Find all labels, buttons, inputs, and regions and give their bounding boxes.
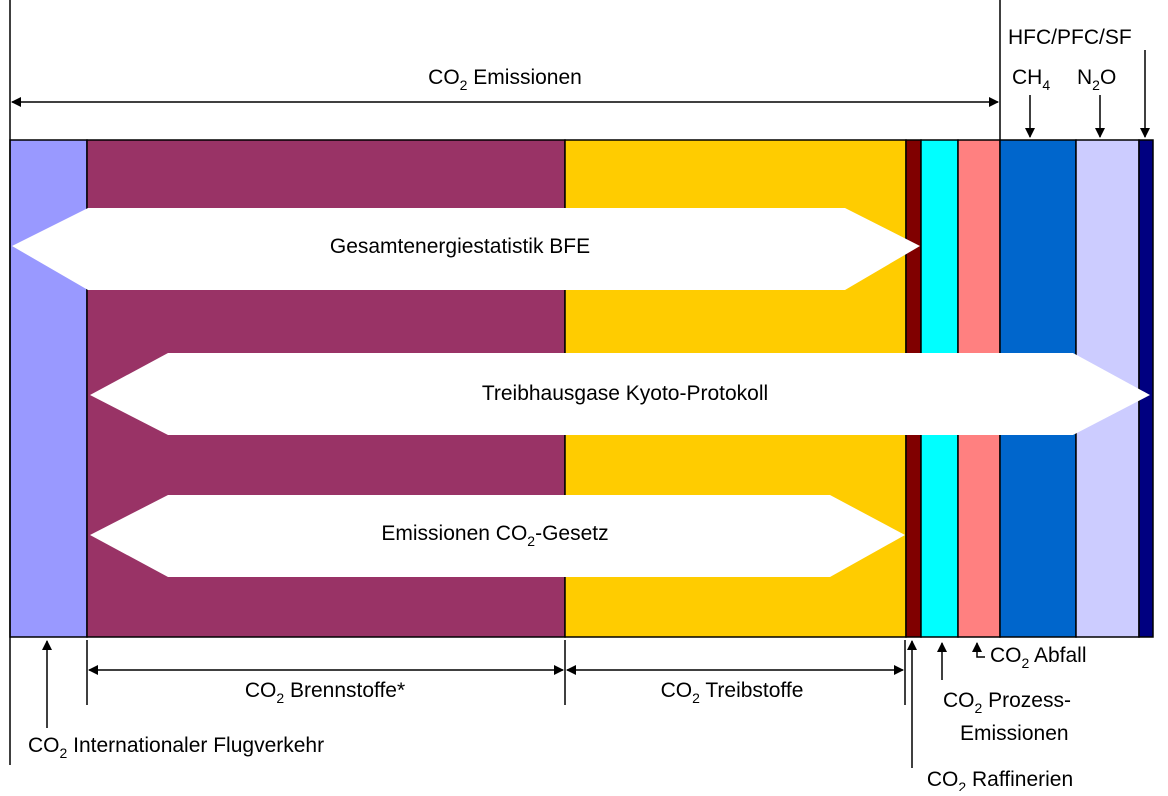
label: CO2 Treibstoffe	[661, 679, 804, 706]
label-text: Raffinerien	[966, 768, 1073, 791]
label-text: HFC/PFC/SF	[1008, 26, 1132, 49]
scope-arrow	[90, 495, 905, 577]
label-text: CH	[1012, 66, 1042, 89]
label-subscript: 2	[276, 690, 284, 706]
scope-arrow	[12, 208, 920, 290]
label-text: Treibstoffe	[700, 679, 804, 702]
label-subscript: 2	[692, 690, 700, 706]
label-subscript: 2	[975, 700, 983, 716]
label-subscript: 2	[1092, 77, 1100, 93]
label: HFC/PFC/SF	[1008, 26, 1132, 49]
pointer	[972, 642, 985, 658]
label-subscript: 2	[1022, 655, 1030, 671]
label: CO2 Prozess-	[943, 689, 1071, 716]
label-subscript: 2	[460, 77, 468, 93]
label-subscript: 4	[1042, 77, 1050, 93]
label: Emissionen CO2-Gesetz	[381, 522, 608, 549]
label-text: Abfall	[1029, 644, 1086, 667]
label-text: Treibhausgase Kyoto-Protokoll	[482, 382, 768, 405]
label: CO2 Internationaler Flugverkehr	[28, 734, 324, 761]
label-text: N	[1077, 66, 1092, 89]
label: CO2 Abfall	[990, 644, 1087, 671]
label: CH4	[1012, 66, 1050, 93]
label-text: Prozess-	[982, 689, 1071, 712]
label-text: CO	[927, 768, 959, 791]
label: CO2 Raffinerien	[927, 768, 1073, 791]
label-text: Internationaler Flugverkehr	[67, 734, 324, 757]
label-subscript: 2	[60, 745, 68, 761]
label-text: Emissionen	[467, 66, 581, 89]
label: Emissionen	[960, 722, 1069, 745]
label-text: Gesamtenergiestatistik BFE	[330, 235, 590, 258]
label-subscript: 2	[958, 779, 966, 791]
label-subscript: 2	[527, 533, 535, 549]
label-text: -Gesetz	[535, 522, 609, 545]
scope-arrow	[90, 353, 1150, 435]
label: CO2 Emissionen	[428, 66, 582, 93]
label-text: CO	[28, 734, 60, 757]
label-text: CO	[661, 679, 693, 702]
label: N2O	[1077, 66, 1116, 93]
label: Gesamtenergiestatistik BFE	[330, 235, 590, 258]
label: Treibhausgase Kyoto-Protokoll	[482, 382, 768, 405]
label-text: Emissionen	[960, 722, 1069, 745]
label: CO2 Brennstoffe*	[245, 679, 405, 706]
label-text: O	[1100, 66, 1116, 89]
label-text: CO	[428, 66, 460, 89]
label-text: CO	[943, 689, 975, 712]
label-text: CO	[990, 644, 1022, 667]
label-text: CO	[245, 679, 277, 702]
segment	[1138, 139, 1154, 638]
label-text: Emissionen CO	[381, 522, 527, 545]
label-text: Brennstoffe*	[284, 679, 405, 702]
